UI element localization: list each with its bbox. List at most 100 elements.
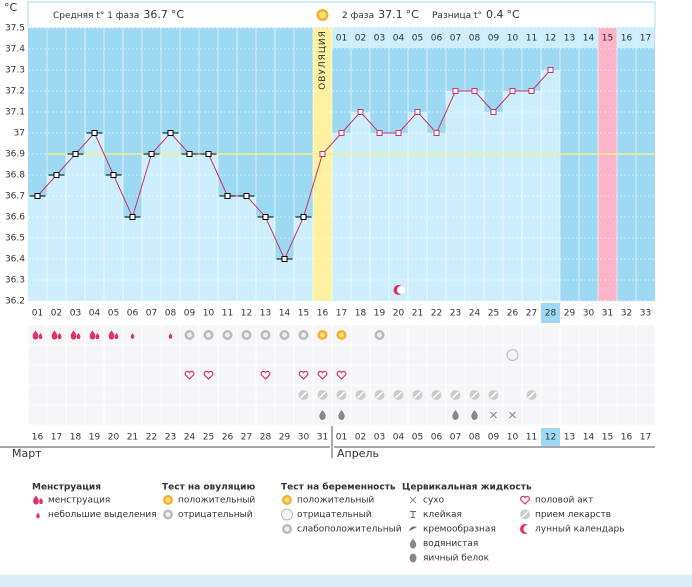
date-label: 21 [127, 433, 138, 443]
marked-column [598, 28, 617, 301]
x-icon [490, 411, 497, 419]
symbol-cell [541, 405, 560, 425]
cream-icon [409, 526, 417, 531]
symbol-cell [636, 405, 655, 425]
symbol-cell [47, 385, 66, 405]
symbol-cell [142, 365, 161, 385]
symbol-cell [541, 385, 560, 405]
legend-title: Тест на беременность [281, 482, 396, 493]
ovulation-label: ОВУЛЯЦИЯ [318, 30, 328, 90]
legend-item: отрицательный [297, 510, 372, 520]
symbol-cell [351, 405, 370, 425]
x-tick-label: 28 [545, 309, 557, 319]
symbol-cell [256, 385, 275, 405]
point-marker [110, 172, 117, 178]
phase2-cell [484, 28, 503, 48]
x-tick-label: 03 [70, 309, 81, 319]
point-marker [167, 130, 174, 136]
legend-item: половой акт [535, 496, 593, 506]
x-tick-label: 18 [355, 309, 367, 319]
drop-icon [51, 330, 58, 340]
phase2-cell [560, 28, 579, 48]
drop-icon [471, 410, 478, 420]
date-label: 27 [241, 433, 252, 443]
symbol-cell [446, 325, 465, 345]
med-icon [470, 391, 479, 399]
column-fill [351, 112, 370, 301]
point-marker [34, 193, 41, 199]
date-label: 17 [51, 433, 62, 443]
phase2-cell [370, 28, 389, 48]
x-tick-label: 08 [165, 309, 177, 319]
symbol-cell [484, 345, 503, 365]
heart-icon [317, 370, 328, 380]
column-fill [218, 196, 237, 301]
x-tick-label: 26 [507, 309, 519, 319]
symbol-cell [370, 345, 389, 365]
symbol-cell [104, 385, 123, 405]
point-marker [395, 130, 402, 136]
symbol-cell [218, 405, 237, 425]
symbol-cell [313, 345, 332, 365]
symbol-cell [617, 365, 636, 385]
symbol-cell [636, 345, 655, 365]
moon-icon [397, 286, 405, 294]
symbol-cell [579, 405, 598, 425]
symbol-cell [636, 365, 655, 385]
symbol-cell [408, 365, 427, 385]
date-label: 12 [545, 433, 556, 443]
phase2-day: 13 [564, 34, 575, 44]
symbol-cell [142, 325, 161, 345]
date-label: 29 [279, 433, 291, 443]
symbol-cell [427, 365, 446, 385]
phase2-day: 06 [431, 34, 443, 44]
symbol-cell [28, 345, 47, 365]
symbol-cell [28, 405, 47, 425]
symbol-cell [598, 365, 617, 385]
symbol-cell [522, 345, 541, 365]
t-icon [410, 511, 416, 518]
month-label: Апрель [337, 447, 379, 460]
x-tick-label: 20 [393, 309, 405, 319]
phase2-day: 14 [583, 34, 595, 44]
symbol-cell [389, 405, 408, 425]
symbol-cell [275, 385, 294, 405]
symbol-cell [47, 405, 66, 425]
drop-icon [89, 330, 96, 340]
y-tick-label: 36.6 [5, 213, 25, 223]
drop-icon [452, 410, 459, 420]
phase2-day: 04 [393, 34, 405, 44]
symbol-cell [617, 405, 636, 425]
point-marker [224, 193, 231, 199]
date-label: 26 [222, 433, 234, 443]
phase2-cell [389, 28, 408, 48]
phase1-text: Средняя t° 1 фаза 36.7 °C [53, 8, 184, 21]
x-tick-label: 22 [431, 309, 442, 319]
x-tick-label: 27 [526, 309, 537, 319]
date-label: 23 [165, 433, 176, 443]
y-tick-label: 36.2 [5, 297, 25, 307]
current-day-box [541, 303, 560, 323]
med-icon [432, 391, 441, 399]
symbol-cell [465, 345, 484, 365]
point-marker [452, 88, 459, 94]
phase2-day: 09 [488, 34, 500, 44]
legend-item: сухо [423, 496, 445, 506]
symbol-cell [66, 345, 85, 365]
phase2-day: 11 [526, 34, 537, 44]
symbol-cell [484, 365, 503, 385]
column-fill [408, 112, 427, 301]
date-label: 16 [621, 433, 633, 443]
drop-icon [409, 538, 417, 549]
symbol-cell [161, 365, 180, 385]
symbol-cell [85, 345, 104, 365]
legend-item: положительный [297, 496, 374, 506]
symbol-cell [484, 325, 503, 345]
phase2-cell [522, 28, 541, 48]
x-tick-label: 09 [184, 309, 196, 319]
x-tick-label: 11 [222, 309, 233, 319]
phase1-label: Средняя t° 1 фаза [53, 11, 139, 21]
phase2-day: 02 [355, 34, 366, 44]
symbol-cell [275, 345, 294, 365]
med-icon [299, 391, 308, 399]
